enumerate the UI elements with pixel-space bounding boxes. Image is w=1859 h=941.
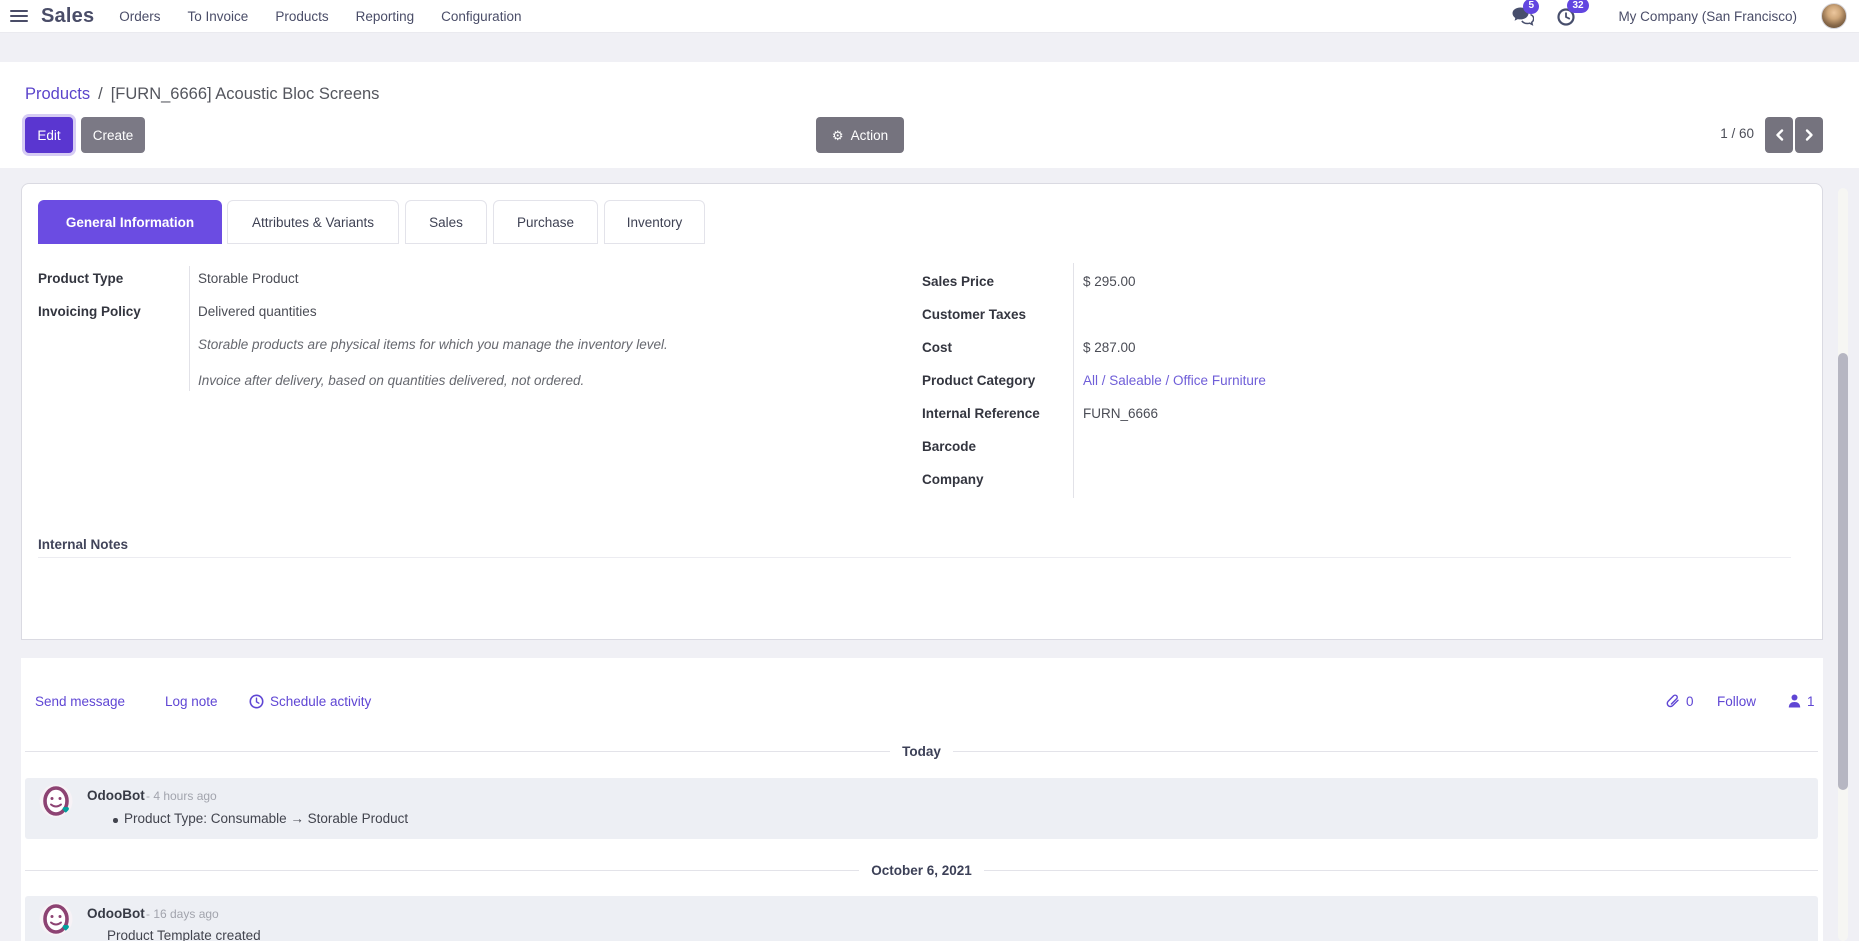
person-icon: [1788, 694, 1801, 708]
tab-general-information[interactable]: General Information: [38, 200, 222, 244]
action-button-label: Action: [850, 127, 889, 143]
today-divider: Today: [25, 744, 1819, 759]
customer-taxes-label: Customer Taxes: [922, 307, 1027, 322]
date-divider-label: October 6, 2021: [871, 863, 972, 878]
edit-button[interactable]: Edit: [25, 117, 73, 153]
menu-to-invoice[interactable]: To Invoice: [187, 8, 249, 24]
messages-button[interactable]: 5: [1512, 0, 1539, 26]
schedule-activity-label: Schedule activity: [270, 693, 372, 709]
invoicing-policy-value: Delivered quantities: [198, 304, 317, 319]
product-category-link[interactable]: All / Saleable / Office Furniture: [1083, 373, 1266, 388]
sales-price-label: Sales Price: [922, 274, 995, 289]
create-button[interactable]: Create: [81, 117, 145, 153]
product-type-label: Product Type: [38, 271, 124, 286]
invoicing-help-text: Invoice after delivery, based on quantit…: [198, 373, 585, 388]
left-group-divider: [189, 266, 190, 391]
send-message-label: Send message: [35, 693, 126, 709]
company-switcher[interactable]: My Company (San Francisco): [1618, 8, 1797, 24]
followers-button[interactable]: 1: [1788, 691, 1815, 711]
barcode-label: Barcode: [922, 439, 977, 454]
menu-configuration[interactable]: Configuration: [441, 8, 522, 24]
navbar-systray: 5 32 My Company (San Francisco): [1512, 0, 1859, 29]
follow-label: Follow: [1717, 693, 1757, 709]
tab-purchase[interactable]: Purchase: [493, 200, 598, 244]
tab-inventory[interactable]: Inventory: [604, 200, 705, 244]
right-group-divider: [1073, 263, 1074, 498]
messages-count-badge: 5: [1523, 0, 1539, 14]
paperclip-icon: [1666, 694, 1679, 707]
attachments-count: 0: [1686, 693, 1694, 709]
control-panel: Products / [FURN_6666] Acoustic Bloc Scr…: [0, 62, 1859, 168]
bullet-dot: [113, 818, 118, 823]
message-body: Product Type: Consumable → Storable Prod…: [124, 811, 409, 826]
menu-reporting[interactable]: Reporting: [355, 8, 415, 24]
chevron-right-icon: [1805, 129, 1813, 141]
breadcrumb-products-link[interactable]: Products: [25, 85, 91, 103]
breadcrumb: Products / [FURN_6666] Acoustic Bloc Scr…: [25, 85, 379, 104]
app-name[interactable]: Sales: [41, 4, 95, 27]
user-avatar[interactable]: [1821, 3, 1847, 29]
message-author: OdooBot: [87, 788, 145, 803]
cost-label: Cost: [922, 340, 952, 355]
tab-attributes-variants[interactable]: Attributes & Variants: [227, 200, 399, 244]
date-divider: October 6, 2021: [25, 863, 1818, 878]
internal-notes-divider: [38, 557, 1791, 558]
odoobot-avatar: [39, 784, 73, 818]
cost-value: $ 287.00: [1083, 340, 1136, 355]
send-message-button[interactable]: Send message: [35, 691, 125, 711]
message-row: OdooBot - 4 hours ago Product Type: Cons…: [25, 778, 1818, 839]
internal-reference-label: Internal Reference: [922, 406, 1040, 421]
product-type-value: Storable Product: [198, 271, 299, 286]
company-label: Company: [922, 472, 984, 487]
activities-count-badge: 32: [1567, 0, 1589, 13]
menu-orders[interactable]: Orders: [119, 8, 161, 24]
followers-count: 1: [1807, 693, 1815, 709]
odoobot-avatar: [39, 902, 73, 936]
product-category-label: Product Category: [922, 373, 1036, 388]
message-author: OdooBot: [87, 906, 145, 921]
follow-button[interactable]: Follow: [1717, 691, 1756, 711]
storable-help-text: Storable products are physical items for…: [198, 337, 668, 352]
scrollbar-thumb[interactable]: [1838, 353, 1848, 790]
main-menu: Orders To Invoice Products Reporting Con…: [119, 9, 521, 24]
log-note-label: Log note: [165, 693, 218, 709]
form-sheet: General Information Attributes & Variant…: [21, 183, 1823, 640]
internal-reference-value: FURN_6666: [1083, 406, 1159, 421]
message-timestamp: - 4 hours ago: [146, 789, 217, 803]
tab-sales[interactable]: Sales: [405, 200, 487, 244]
message-body: Product Template created: [107, 928, 261, 941]
pager-count: 1 / 60: [1720, 126, 1754, 141]
pager-previous-button[interactable]: [1765, 117, 1793, 153]
message-timestamp: - 16 days ago: [146, 907, 219, 921]
top-navbar: Sales Orders To Invoice Products Reporti…: [0, 0, 1859, 33]
log-note-button[interactable]: Log note: [165, 691, 218, 711]
activity-clock-icon: [249, 694, 264, 708]
message-row: OdooBot - 16 days ago Product Template c…: [25, 896, 1818, 941]
activities-button[interactable]: 32: [1556, 0, 1589, 26]
action-button[interactable]: ⚙ Action: [816, 117, 904, 153]
pager-next-button[interactable]: [1795, 117, 1823, 153]
internal-notes-label: Internal Notes: [38, 537, 129, 552]
chevron-left-icon: [1775, 129, 1783, 141]
apps-menu-icon[interactable]: [10, 9, 28, 23]
gear-icon: ⚙: [831, 127, 844, 143]
menu-products[interactable]: Products: [275, 8, 329, 24]
clock-icon: [1557, 8, 1576, 26]
schedule-activity-button[interactable]: Schedule activity: [249, 691, 371, 711]
breadcrumb-separator: /: [98, 85, 103, 103]
chatter-panel: Send message Log note Schedule activity …: [21, 658, 1823, 941]
sales-price-value: $ 295.00: [1083, 274, 1136, 289]
invoicing-policy-label: Invoicing Policy: [38, 304, 141, 319]
today-divider-label: Today: [902, 744, 941, 759]
breadcrumb-current: [FURN_6666] Acoustic Bloc Screens: [110, 85, 380, 103]
attachments-button[interactable]: 0: [1665, 691, 1694, 711]
